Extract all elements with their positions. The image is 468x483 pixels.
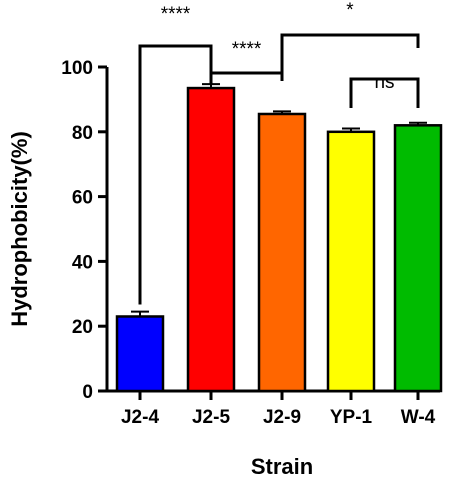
y-tick-label: 60 <box>72 188 93 209</box>
bar-YP-1 <box>326 130 376 393</box>
x-tick-label: J2-9 <box>263 407 301 428</box>
y-tick-label: 100 <box>61 58 93 79</box>
x-tick-label: W-4 <box>401 407 436 428</box>
bar-W-4 <box>393 124 443 393</box>
significance-label: ns <box>374 72 394 93</box>
bar-J2-5 <box>186 86 236 393</box>
significance-label: **** <box>161 4 191 25</box>
x-axis-title: Strain <box>251 454 313 479</box>
bracket <box>138 44 213 305</box>
significance-label: **** <box>232 39 262 60</box>
bracket <box>280 33 420 81</box>
bar-J2-4 <box>115 315 165 393</box>
y-tick-label: 0 <box>82 382 93 403</box>
x-tick-label: YP-1 <box>330 407 373 428</box>
significance-brackets: *********ns <box>138 0 420 305</box>
bars <box>115 83 443 393</box>
y-axis-title: Hydrophobicity(%) <box>7 131 32 327</box>
y-tick-label: 80 <box>72 123 93 144</box>
x-tick-label: J2-4 <box>121 407 159 428</box>
y-tick-label: 40 <box>72 252 93 273</box>
bracket <box>349 77 420 108</box>
bar-J2-9 <box>257 112 307 393</box>
y-tick-label: 20 <box>72 317 93 338</box>
x-tick-label: J2-5 <box>192 407 230 428</box>
significance-label: * <box>346 0 354 21</box>
axes: 0 20 40 60 80 100 J2-4 J2-5 J2-9 YP-1 W-4 <box>61 58 440 428</box>
bracket <box>209 71 284 85</box>
